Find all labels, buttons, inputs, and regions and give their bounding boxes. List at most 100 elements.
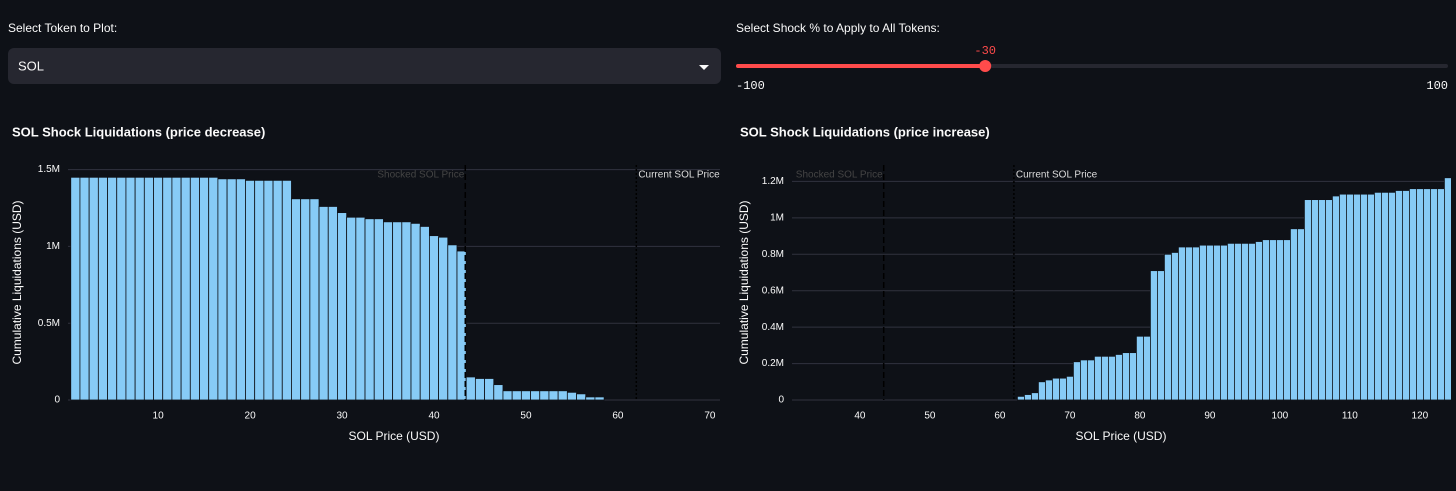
x-tick-label: 50 (924, 411, 936, 422)
bar (557, 390, 568, 401)
x-tick-label: 70 (1064, 411, 1076, 422)
bar (1367, 193, 1375, 401)
bar (539, 390, 550, 401)
bar (1318, 199, 1326, 401)
bar (1150, 270, 1158, 401)
bar (511, 390, 522, 401)
bar (1360, 193, 1368, 401)
bar (520, 390, 531, 401)
slider-max: 100 (1426, 79, 1448, 93)
bar (1227, 242, 1235, 401)
bar (235, 178, 246, 401)
bar (318, 206, 329, 401)
bar (1409, 188, 1417, 401)
bar (254, 179, 265, 401)
y-tick-label: 0.8M (762, 249, 784, 260)
reference-label: Shocked SOL Price (377, 170, 464, 181)
x-tick-label: 90 (1204, 411, 1216, 422)
bar (429, 235, 440, 401)
bar (1388, 191, 1396, 401)
bar (199, 176, 210, 401)
chart-title: SOL Shock Liquidations (price increase) (740, 124, 990, 139)
bar (1325, 199, 1333, 401)
bar (1290, 228, 1298, 401)
x-tick-label: 30 (336, 411, 348, 422)
bar (484, 378, 495, 401)
y-tick-label: 0.5M (38, 318, 60, 329)
bar (1073, 361, 1081, 401)
x-tick-label: 60 (612, 411, 624, 422)
bar (1059, 377, 1067, 401)
slider-label: Select Shock % to Apply to All Tokens: (736, 21, 940, 35)
bar (1129, 352, 1137, 401)
bar (355, 216, 366, 401)
bar (1080, 359, 1088, 401)
y-tick-label: 1M (770, 212, 784, 223)
y-tick-label: 0 (54, 395, 60, 406)
bar (263, 179, 274, 401)
bar (272, 179, 283, 401)
x-tick-label: 80 (1134, 411, 1146, 422)
bar (1269, 239, 1277, 401)
bar (97, 176, 108, 401)
bar (125, 176, 136, 401)
bar (116, 176, 127, 401)
x-tick-label: 10 (153, 411, 165, 422)
select-caret (699, 65, 709, 70)
bar (346, 216, 357, 401)
x-tick-label: 20 (245, 411, 257, 422)
bar (1164, 253, 1172, 401)
bar (1402, 190, 1410, 401)
bar (337, 212, 348, 401)
bar (1101, 355, 1109, 401)
bar (1052, 377, 1060, 401)
bar (401, 221, 412, 401)
y-tick-label: 0.4M (762, 322, 784, 333)
bar (1031, 392, 1039, 401)
bar (281, 179, 292, 401)
bar (1220, 244, 1228, 401)
bar (1192, 246, 1200, 401)
x-axis-label: SOL Price (USD) (349, 429, 440, 443)
bar (373, 218, 384, 401)
bar (1332, 195, 1340, 401)
bar (309, 198, 320, 401)
bar (1381, 191, 1389, 401)
bar (143, 176, 154, 401)
bar (208, 176, 219, 401)
slider-min: -100 (736, 79, 765, 93)
bar (1262, 239, 1270, 401)
bar (134, 176, 145, 401)
bar (1353, 193, 1361, 401)
bar (1017, 395, 1025, 401)
bar (217, 178, 228, 401)
y-tick-label: 1.2M (762, 176, 784, 187)
y-tick-label: 1M (46, 241, 60, 252)
x-tick-label: 50 (520, 411, 532, 422)
slider-thumb[interactable] (979, 60, 992, 72)
bar (162, 176, 173, 401)
bar (1045, 379, 1053, 401)
select-label: Select Token to Plot: (8, 21, 117, 35)
reference-label: Current SOL Price (1016, 170, 1098, 181)
bar (1143, 335, 1151, 401)
bar (465, 376, 476, 401)
reference-label: Current SOL Price (638, 170, 720, 181)
bar (548, 390, 559, 401)
bar (1304, 199, 1312, 401)
bar (1339, 193, 1347, 401)
bar (447, 244, 458, 401)
bar (1346, 193, 1354, 401)
bar (1206, 244, 1214, 401)
x-axis-label: SOL Price (USD) (1076, 429, 1167, 443)
bar (153, 176, 164, 401)
y-tick-label: 0.6M (762, 285, 784, 296)
bar (1213, 244, 1221, 401)
bar (1108, 355, 1116, 401)
bar (566, 391, 577, 401)
x-tick-label: 100 (1272, 411, 1289, 422)
bar (1178, 246, 1186, 401)
bar (1248, 242, 1256, 401)
token-select[interactable] (8, 48, 721, 84)
